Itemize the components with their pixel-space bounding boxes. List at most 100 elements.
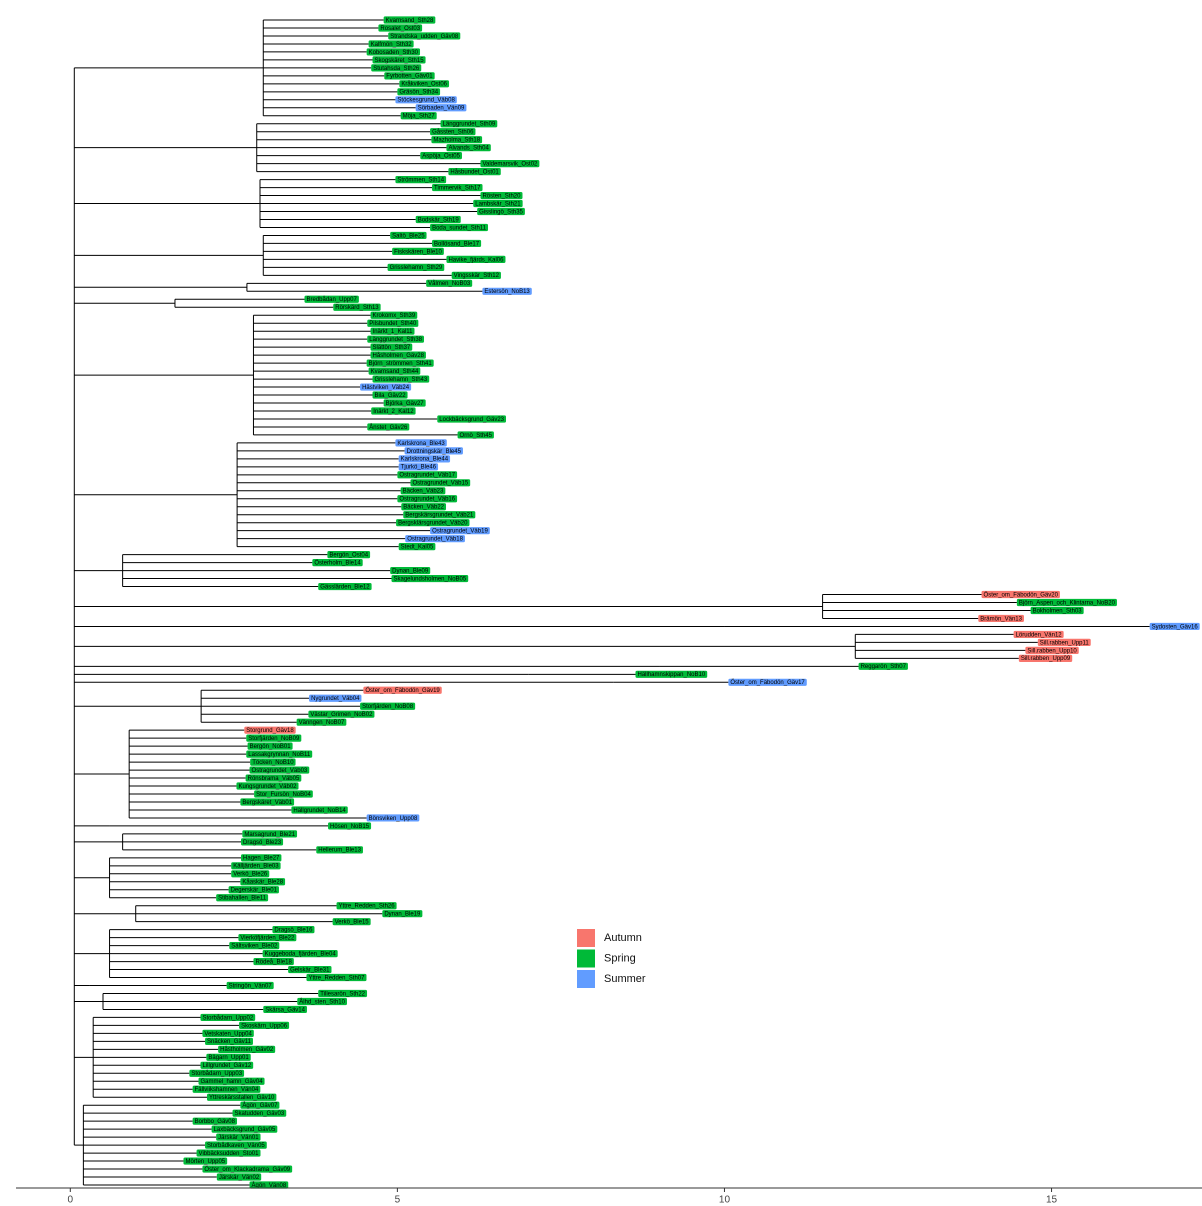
tip-label: Estersön_NoB13 [484, 289, 530, 295]
legend-key [577, 970, 595, 988]
tip-label-box [336, 902, 397, 910]
tip-label-box [309, 694, 362, 702]
tip-label-box [728, 678, 807, 686]
tip-label: Yttre_Redden_Sth26 [339, 904, 396, 910]
tip-label: Länggrundet_Sth09 [443, 122, 496, 128]
tip-label: Ostragrundet_Väb18 [407, 537, 463, 543]
tip-label: Ostragrundet_Väb19 [432, 529, 488, 535]
tip-label: Bönsviken_Upp08 [369, 816, 418, 822]
tip-label: Fyrbotten_Gäv01 [386, 74, 433, 80]
tip-label-box [397, 495, 458, 503]
tip-label-box [363, 686, 442, 694]
tip-label-box [477, 207, 525, 216]
tip-label-box [399, 80, 450, 88]
tip-label-box [446, 255, 506, 263]
tip-label: Sydosten_Gäv16 [1152, 624, 1199, 630]
tip-label: Kvarnsand_Sth44 [371, 369, 419, 375]
tip-label: Ågön_Vän08 [252, 1182, 287, 1189]
tip-label-box [383, 399, 426, 407]
tip-label: Skärsa_Gäv14 [265, 1007, 305, 1013]
tip-label-box [198, 1077, 265, 1085]
tip-label-box [440, 120, 498, 128]
tip-label: Vingsskär_Sth12 [454, 273, 500, 279]
tip-label-box [432, 183, 483, 192]
tip-label-box [306, 973, 367, 982]
tip-label-box [240, 878, 286, 886]
tip-label: Kuggeboda_fjärden_Ble04 [265, 951, 337, 957]
tip-label: Snäcken_Gäv11 [207, 1039, 252, 1045]
tip-label: Tjurkö_Ble46 [401, 465, 437, 471]
tip-label: Ostragrundet_Väb03 [252, 768, 308, 774]
tip-label-box [236, 782, 299, 790]
tip-label: Havike_fjärds_Kal06 [448, 257, 504, 263]
tip-label-box [398, 543, 436, 551]
tip-label-box [249, 766, 310, 774]
tip-label-box [398, 463, 439, 471]
tip-label: Järskär_Vän02 [219, 1175, 260, 1181]
tip-label: Brämön_Vän13 [980, 616, 1022, 622]
tip-label-box [388, 32, 461, 40]
tip-label: Yttre_Redden_Sth07 [308, 975, 365, 981]
tip-label-box [372, 56, 426, 64]
tip-label: Länggrundet_Sth38 [369, 337, 422, 343]
tip-label-box [415, 104, 467, 112]
tip-label-box [371, 407, 416, 415]
tip-label-box [372, 391, 408, 399]
tip-label: Fiskskären_Ble10 [394, 249, 442, 255]
tip-label-box [451, 271, 501, 279]
tip-label-box [229, 942, 280, 950]
tip-label: Håsbundet_Ost01 [450, 168, 499, 175]
tip-label: Fällviikshamnen_Vän04 [195, 1087, 259, 1093]
tip-label-box [312, 559, 363, 567]
tip-label: Vänngen_NoB07 [299, 720, 345, 726]
tip-label-box [401, 503, 447, 511]
tip-label-box [370, 327, 415, 335]
tip-label-box [420, 152, 462, 160]
tip-label-box [391, 574, 469, 583]
tip-label: Stibahallen_Ble11 [218, 896, 267, 902]
tip-label: Kvarnsand_Sth28 [386, 18, 434, 24]
tip-label: Saltö_Ble25 [392, 233, 425, 239]
tip-label: Hällgrundet_NoB14 [293, 808, 346, 814]
tip-label: Timmervik_Sth17 [434, 185, 481, 191]
x-tick-label: 5 [395, 1195, 401, 1206]
tip-label: Storfjärden_NoB08 [362, 704, 414, 710]
tip-label-box [978, 614, 1024, 623]
tip-label-box [410, 479, 471, 487]
tip-label: Stor_Fursön_NoB04 [256, 792, 311, 798]
tip-label: Möja_Sth27 [403, 114, 436, 120]
tip-label: Laxbäcksgrund_Gäv05 [214, 1127, 276, 1133]
tip-label-box [1025, 646, 1079, 654]
tip-label-box [1013, 630, 1064, 639]
tip-label: Lambskär_Sth21 [475, 201, 521, 207]
tip-label: Bredbådan_Upp07 [306, 296, 357, 303]
tip-label: Inärkt_1_Kal11 [373, 329, 414, 335]
tip-label-box [457, 431, 494, 439]
tip-label: Ornö_Sth45 [460, 433, 493, 439]
tip-label-box [205, 1141, 267, 1149]
tip-label: Stedt_Kal05 [401, 545, 434, 551]
tip-label-box [378, 24, 423, 32]
tip-label: Reggarön_Sth07 [861, 664, 907, 670]
tip-label-box [242, 830, 298, 838]
tip-label-box [430, 223, 489, 232]
tip-label: Mörten_Upp05 [185, 1159, 225, 1165]
tip-label: Pilsbundet_Sth40 [369, 321, 417, 327]
tip-label-box [360, 702, 416, 710]
tip-label: Bila_Gäv22 [375, 393, 407, 399]
tip-label-box [400, 487, 446, 495]
tip-label: Gisslingö_Sth35 [479, 209, 523, 215]
tip-label-box [473, 199, 523, 208]
tip-label: Vierköfjärden_Ble22 [240, 936, 295, 942]
tip-label-box [482, 287, 532, 295]
tip-label: Öster_om_Fäbodön_Gäv19 [365, 687, 440, 694]
tip-label-box [398, 455, 451, 463]
tip-label-box [1030, 606, 1084, 615]
tip-label-box [202, 1029, 254, 1037]
tip-label-box [232, 1109, 287, 1117]
tip-label-box [370, 311, 418, 319]
tip-label-box [396, 519, 470, 527]
tip-label: Mazholma_Sth18 [433, 138, 480, 144]
tip-label: Rörskärd_Sth13 [335, 305, 379, 311]
tip-label: Dynan_Ble09 [392, 568, 429, 574]
